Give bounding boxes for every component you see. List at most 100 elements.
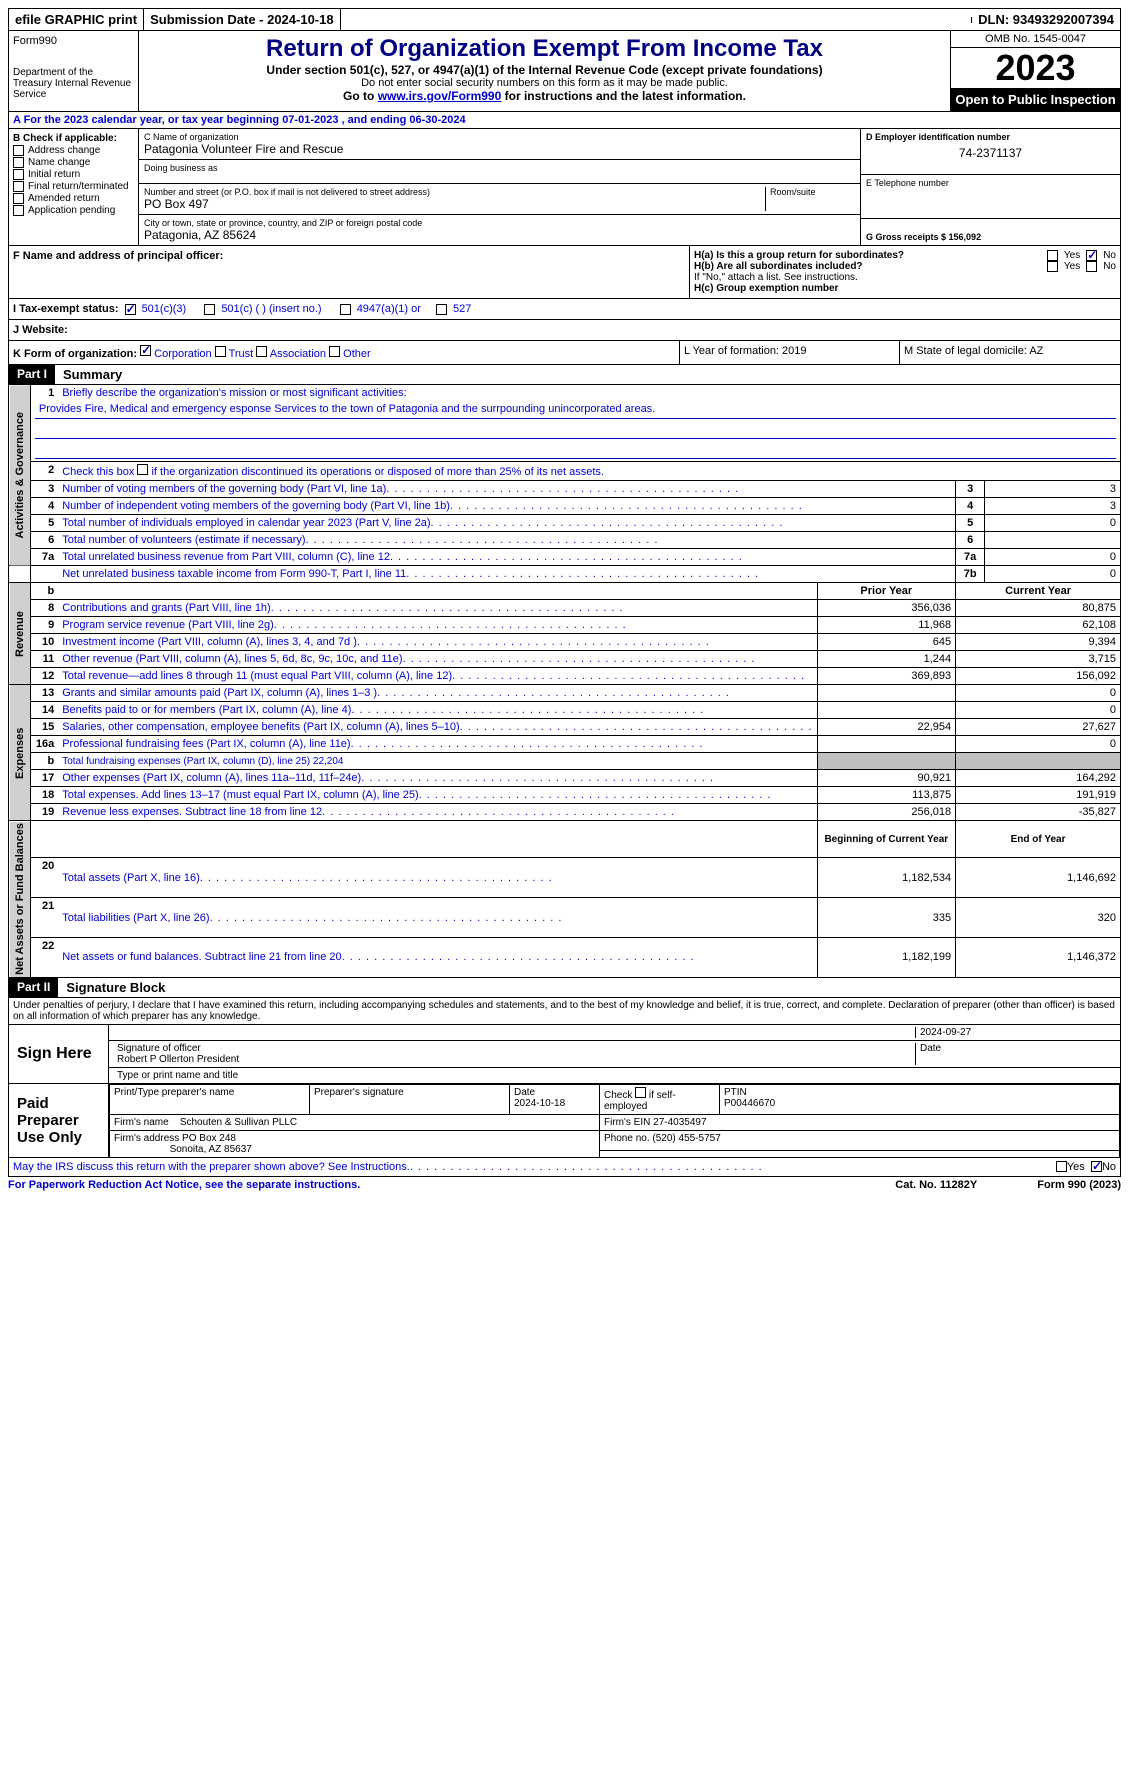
firm-addr-label: Firm's address: [114, 1133, 179, 1144]
lbl-no-2: No: [1103, 261, 1116, 272]
line7b-key: 7b: [956, 566, 985, 583]
cb-other[interactable]: [329, 346, 340, 357]
gross-receipts: G Gross receipts $ 156,092: [866, 222, 1115, 242]
line9-prior: 11,968: [817, 617, 956, 634]
ein-value: 74-2371137: [866, 142, 1115, 160]
line19-text: Revenue less expenses. Subtract line 18 …: [62, 806, 322, 818]
org-name: Patagonia Volunteer Fire and Rescue: [144, 142, 855, 156]
hb-note: If "No," attach a list. See instructions…: [694, 272, 1116, 283]
topbar: efile GRAPHIC print Submission Date - 20…: [8, 8, 1121, 31]
cb-hb-no[interactable]: [1086, 261, 1097, 272]
k-org-form: K Form of organization: Corporation Trus…: [9, 341, 680, 364]
lbl-other: Other: [343, 348, 371, 360]
lbl-name-change: Name change: [28, 157, 90, 168]
line13-curr: 0: [956, 685, 1121, 702]
topbar-spacer: [341, 17, 973, 23]
cb-4947[interactable]: [340, 304, 351, 315]
cat-number: Cat. No. 11282Y: [895, 1179, 977, 1191]
firm-name: Schouten & Sullivan PLLC: [180, 1117, 297, 1128]
lbl-amended-return: Amended return: [28, 193, 100, 204]
line9-text: Program service revenue (Part VIII, line…: [62, 619, 274, 631]
cb-ha-yes[interactable]: [1047, 250, 1058, 261]
cb-corp[interactable]: [140, 345, 151, 356]
line7a-text: Total unrelated business revenue from Pa…: [62, 551, 390, 563]
form-footer-label: Form 990 (2023): [1037, 1179, 1121, 1191]
line16b-text: Total fundraising expenses (Part IX, col…: [62, 756, 343, 767]
city-value: Patagonia, AZ 85624: [144, 228, 855, 242]
line16a-text: Professional fundraising fees (Part IX, …: [62, 738, 350, 750]
line5-key: 5: [956, 515, 985, 532]
form-label: Form: [13, 35, 39, 47]
part1-title: Summary: [55, 365, 130, 384]
line18-text: Total expenses. Add lines 13–17 (must eq…: [62, 789, 418, 801]
form-header: Form990 Department of the Treasury Inter…: [8, 31, 1121, 112]
group-return-block: H(a) Is this a group return for subordin…: [690, 246, 1120, 298]
part2-title: Signature Block: [58, 978, 173, 997]
cb-501c[interactable]: [204, 304, 215, 315]
lbl-yes-2: Yes: [1064, 261, 1080, 272]
type-name-label: Type or print name and title: [113, 1070, 1116, 1081]
cb-527[interactable]: [436, 304, 447, 315]
irs-link[interactable]: www.irs.gov/Form990: [378, 89, 502, 103]
line11-text: Other revenue (Part VIII, column (A), li…: [62, 653, 402, 665]
line13-text: Grants and similar amounts paid (Part IX…: [62, 687, 377, 699]
cb-ha-no[interactable]: [1086, 250, 1097, 261]
ein-label: D Employer identification number: [866, 132, 1115, 142]
line15-curr: 27,627: [956, 719, 1121, 736]
goto-post: for instructions and the latest informat…: [501, 89, 746, 103]
row-i-tax-status: I Tax-exempt status: 501(c)(3) 501(c) ( …: [9, 298, 1120, 319]
line8-prior: 356,036: [817, 600, 956, 617]
net-section-label: Net Assets or Fund Balances: [9, 821, 31, 978]
principal-officer: F Name and address of principal officer:: [9, 246, 690, 298]
line7a-key: 7a: [956, 549, 985, 566]
cb-name-change[interactable]: [13, 157, 24, 168]
end-year-header: End of Year: [956, 821, 1121, 858]
part2-header: Part II: [9, 978, 58, 997]
line1-label: Briefly describe the organization's miss…: [62, 387, 406, 399]
current-year-header: Current Year: [956, 583, 1121, 600]
self-emp-cell: Check if self-employed: [600, 1084, 720, 1114]
line15-text: Salaries, other compensation, employee b…: [62, 721, 459, 733]
line3-text: Number of voting members of the governin…: [62, 483, 386, 495]
line19-curr: -35,827: [956, 804, 1121, 821]
cb-discuss-yes[interactable]: [1056, 1161, 1067, 1172]
form-number: 990: [39, 35, 57, 47]
cb-final-return[interactable]: [13, 181, 24, 192]
cb-address-change[interactable]: [13, 145, 24, 156]
col-de: D Employer identification number74-23711…: [860, 129, 1120, 245]
exp-section-label: Expenses: [9, 685, 31, 821]
part2-header-row: Part II Signature Block: [8, 978, 1121, 998]
summary-table: Activities & Governance 1 Briefly descri…: [8, 385, 1121, 978]
footer: For Paperwork Reduction Act Notice, see …: [8, 1177, 1121, 1193]
line2-label: Check this box if the organization disco…: [62, 466, 604, 478]
cb-501c3[interactable]: [125, 304, 136, 315]
row-klm: K Form of organization: Corporation Trus…: [9, 340, 1120, 364]
street-label: Number and street (or P.O. box if mail i…: [144, 187, 765, 197]
line22-curr: 1,146,372: [956, 938, 1121, 978]
cb-amended-return[interactable]: [13, 193, 24, 204]
efile-label: efile GRAPHIC print: [9, 9, 144, 30]
lbl-final-return: Final return/terminated: [28, 181, 129, 192]
cb-hb-yes[interactable]: [1047, 261, 1058, 272]
col-c-name-address: C Name of organizationPatagonia Voluntee…: [139, 129, 1120, 245]
cb-self-employed[interactable]: [635, 1087, 646, 1098]
cb-application-pending[interactable]: [13, 205, 24, 216]
cb-assoc[interactable]: [256, 346, 267, 357]
line14-curr: 0: [956, 702, 1121, 719]
cb-discuss-no[interactable]: [1091, 1161, 1102, 1172]
cb-initial-return[interactable]: [13, 169, 24, 180]
entity-section: A For the 2023 calendar year, or tax yea…: [8, 112, 1121, 365]
ha-label: H(a) Is this a group return for subordin…: [694, 250, 1041, 261]
line6-val: [985, 532, 1121, 549]
cb-discontinued[interactable]: [137, 464, 148, 475]
lbl-corp: Corporation: [154, 348, 211, 360]
phone-label: E Telephone number: [866, 178, 1115, 188]
cb-trust[interactable]: [215, 346, 226, 357]
phone-value: (520) 455-5757: [652, 1133, 720, 1144]
officer-name: Robert P Ollerton President: [117, 1054, 239, 1065]
lbl-4947: 4947(a)(1) or: [357, 303, 421, 315]
col-b-checkboxes: B Check if applicable: Address change Na…: [9, 129, 139, 245]
signature-block: Sign Here 2024-09-27 Signature of office…: [8, 1025, 1121, 1158]
prior-year-header: Prior Year: [817, 583, 956, 600]
discuss-text: May the IRS discuss this return with the…: [13, 1161, 410, 1173]
